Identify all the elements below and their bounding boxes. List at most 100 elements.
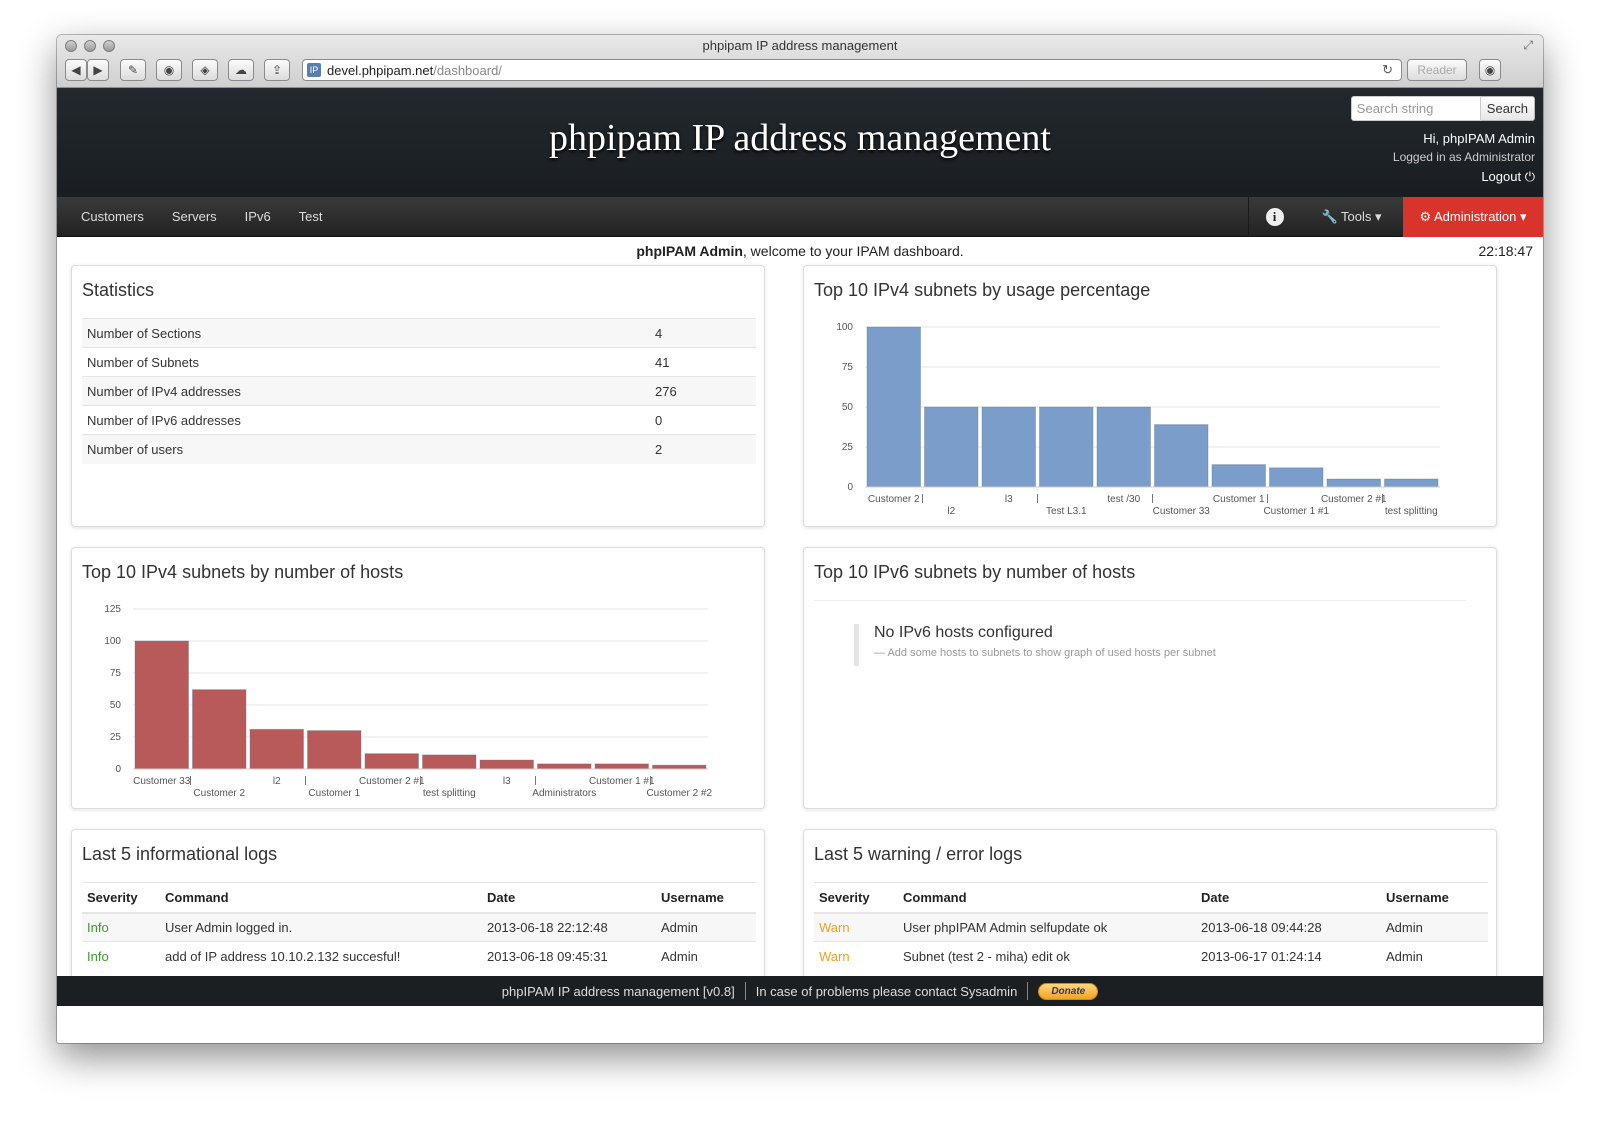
- close-window-button[interactable]: [65, 40, 77, 52]
- ipv6-hosts-panel: Top 10 IPv6 subnets by number of hosts N…: [803, 547, 1497, 809]
- nav-item-ipv6[interactable]: IPv6: [244, 209, 271, 224]
- y-tick-label: 25: [110, 732, 122, 743]
- log-command: Subnet (test 2 - miha) edit ok: [898, 941, 1196, 971]
- user-role: Logged in as Administrator: [1392, 150, 1535, 164]
- log-username: Admin: [656, 941, 756, 971]
- statistics-panel: Statistics Number of Sections 4 Number of …: [71, 265, 765, 527]
- usage-bar-chart: 0 25 50 75 100 Customer 2 l2 l3 Test L3.1 test /3…: [836, 322, 1440, 517]
- tools-label: Tools: [1341, 209, 1372, 224]
- y-tick-label: 0: [115, 764, 121, 775]
- column-severity: Severity: [814, 882, 898, 914]
- cloud-button[interactable]: ☁: [228, 59, 254, 81]
- usage-chart-title: Top 10 IPv4 subnets by usage percentage: [814, 280, 1151, 300]
- x-tick-label: Customer 1: [1213, 494, 1265, 505]
- warn-logs-panel: Last 5 warning / error logs Severity Com…: [803, 829, 1497, 989]
- window-title: phpipam IP address management: [702, 38, 898, 53]
- tools-menu[interactable]: 🔧 Tools ▾: [1300, 197, 1403, 237]
- column-command: Command: [898, 882, 1196, 914]
- footer-contact: In case of problems please contact Sysad…: [755, 983, 1018, 999]
- info-icon: i: [1265, 208, 1284, 226]
- stat-label: Number of users: [82, 434, 650, 464]
- nav-item-servers[interactable]: Servers: [171, 209, 217, 224]
- log-username: Admin: [1381, 941, 1488, 971]
- bar: [1154, 424, 1209, 488]
- log-username: Admin: [1381, 912, 1488, 942]
- bookmark-button[interactable]: ◈: [192, 59, 218, 81]
- info-button[interactable]: i: [1248, 197, 1300, 237]
- site-footer: phpIPAM IP address management [v0.8] In …: [57, 976, 1543, 1006]
- search-button[interactable]: Search: [1480, 96, 1535, 121]
- back-button[interactable]: ◀: [65, 59, 87, 81]
- x-tick-label: Customer 33: [133, 776, 191, 787]
- warn-logs-table: Severity Command Date Username Warn User…: [814, 882, 1488, 971]
- welcome-user: phpIPAM Admin: [636, 243, 743, 259]
- bar: [652, 764, 707, 770]
- log-date: 2013-06-18 09:45:31: [482, 941, 656, 971]
- extension-button[interactable]: ◉: [156, 59, 182, 81]
- table-row: Info User Admin logged in. 2013-06-18 22…: [82, 912, 756, 942]
- bar: [594, 763, 649, 770]
- hosts-chart-title: Top 10 IPv4 subnets by number of hosts: [82, 562, 404, 582]
- logout-label: Logout: [1481, 169, 1522, 184]
- bar: [364, 753, 419, 770]
- x-tick-label: Customer 1 #1: [1263, 506, 1329, 517]
- ipv6-empty-state: No IPv6 hosts configured — Add some host…: [854, 624, 1216, 666]
- logout-link[interactable]: Logout ⏻: [1393, 167, 1535, 186]
- log-command: User Admin logged in.: [160, 912, 482, 942]
- ipv6-empty-hint: — Add some hosts to subnets to show grap…: [874, 647, 1216, 659]
- x-tick-label: Customer 1 #1: [589, 776, 655, 787]
- tools-button[interactable]: ✎: [120, 59, 146, 81]
- share-button[interactable]: ⇪: [264, 59, 290, 81]
- download-button[interactable]: ◉: [1479, 59, 1501, 81]
- main-nav: Customers Servers IPv6 Test i 🔧 Tools ▾ …: [57, 197, 1543, 237]
- url-host: devel.phpipam.net: [327, 62, 434, 78]
- zoom-window-button[interactable]: [103, 40, 115, 52]
- x-tick-label: l2: [947, 506, 955, 517]
- footer-separator: [744, 982, 746, 1000]
- nav-item-test[interactable]: Test: [298, 209, 323, 224]
- hosts-chart-panel: Top 10 IPv4 subnets by number of hosts 0…: [71, 547, 765, 809]
- column-username: Username: [656, 882, 756, 914]
- bar: [307, 730, 362, 770]
- user-greeting: Hi, phpIPAM Admin: [1423, 131, 1535, 146]
- search-form: Search: [1350, 96, 1535, 121]
- administration-menu[interactable]: ⚙ Administration ▾: [1403, 197, 1543, 237]
- address-bar[interactable]: IP devel.phpipam.net/dashboard/ ↻: [302, 59, 1402, 81]
- x-tick-label: Customer 2 #1: [359, 776, 425, 787]
- search-input[interactable]: [1350, 96, 1481, 121]
- bar: [1039, 406, 1094, 488]
- statistics-title: Statistics: [82, 280, 155, 300]
- y-tick-label: 0: [847, 482, 853, 493]
- cloud-icon: ☁: [235, 63, 247, 77]
- minimize-window-button[interactable]: [84, 40, 96, 52]
- column-severity: Severity: [82, 882, 160, 914]
- nav-actions: i 🔧 Tools ▾ ⚙ Administration ▾: [1248, 197, 1543, 237]
- share-icon: ⇪: [271, 63, 283, 77]
- caret-down-icon: ▾: [1520, 209, 1527, 224]
- reader-button[interactable]: Reader: [1407, 59, 1467, 81]
- table-header-row: Severity Command Date Username: [82, 882, 756, 914]
- forward-button[interactable]: ▶: [87, 59, 109, 81]
- bar: [1384, 478, 1439, 488]
- y-tick-label: 50: [110, 700, 122, 711]
- stat-label: Number of IPv6 addresses: [82, 405, 650, 435]
- fullscreen-icon[interactable]: ⤢: [1523, 38, 1533, 52]
- x-tick-label: Administrators: [532, 788, 596, 799]
- table-row: Info add of IP address 10.10.2.132 succe…: [82, 941, 756, 971]
- reload-icon[interactable]: ↻: [1382, 62, 1393, 77]
- bar: [1326, 478, 1381, 488]
- info-logs-panel: Last 5 informational logs Severity Comma…: [71, 829, 765, 989]
- statistics-table: Number of Sections 4 Number of Subnets 41 Nu…: [82, 318, 756, 464]
- bar: [479, 759, 534, 770]
- log-date: 2013-06-18 09:44:28: [1196, 912, 1381, 942]
- log-severity: Warn: [814, 912, 898, 942]
- y-tick-label: 75: [110, 668, 122, 679]
- nav-item-customers[interactable]: Customers: [81, 209, 144, 224]
- stat-value: 0: [650, 405, 756, 435]
- stat-label: Number of IPv4 addresses: [82, 376, 650, 406]
- donate-button[interactable]: Donate: [1038, 982, 1099, 1000]
- log-severity: Info: [82, 912, 160, 942]
- table-row: Warn User phpIPAM Admin selfupdate ok 20…: [814, 912, 1488, 942]
- stat-value: 2: [650, 434, 756, 464]
